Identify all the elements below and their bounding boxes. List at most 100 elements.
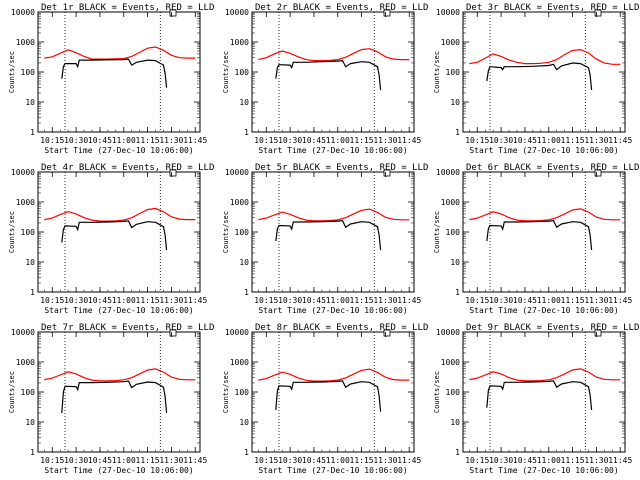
- x-tick-label: 11:00: [112, 456, 136, 465]
- y-axis-label: Counts/sec: [222, 51, 230, 93]
- y-tick-label: 1000: [441, 38, 460, 47]
- x-axis-label: Start Time (27-Dec-10 10:06:00): [469, 306, 618, 315]
- x-tick-label: 10:30: [489, 136, 513, 145]
- x-tick-label: 11:15: [561, 296, 585, 305]
- chart-panel: Det 1r BLACK = Events, RED = LLD 1 10 100 10…: [8, 3, 214, 155]
- y-tick-label: 10000: [11, 8, 35, 17]
- x-tick-label: 10:15: [40, 136, 64, 145]
- series-line-events: [486, 219, 593, 251]
- y-axis-label: Counts/sec: [222, 371, 230, 413]
- x-tick-label: 10:30: [278, 136, 302, 145]
- marker-box: [594, 329, 602, 337]
- y-tick-label: 100: [235, 228, 250, 237]
- y-tick-label: 100: [235, 388, 250, 397]
- x-tick-label: 10:15: [465, 136, 489, 145]
- marker-box: [383, 169, 391, 177]
- x-tick-label: 11:45: [183, 136, 207, 145]
- series-line-events: [275, 219, 382, 251]
- x-tick-label: 10:45: [88, 296, 112, 305]
- y-axis-label: Counts/sec: [8, 211, 16, 253]
- y-tick-label: 10000: [11, 328, 35, 337]
- x-tick-label: 11:00: [112, 296, 136, 305]
- marker-box: [169, 329, 177, 337]
- y-tick-label: 100: [235, 68, 250, 77]
- chart-panel: Det 7r BLACK = Events, RED = LLD 1 10 100 10…: [8, 323, 214, 475]
- series-line-lld: [469, 208, 621, 222]
- x-tick-label: 11:00: [326, 136, 350, 145]
- x-tick-label: 11:30: [373, 136, 397, 145]
- series-line-events: [486, 62, 593, 91]
- x-tick-label: 11:15: [561, 456, 585, 465]
- y-tick-label: 100: [21, 68, 36, 77]
- plot-frame: [37, 171, 201, 293]
- x-tick-label: 10:30: [278, 456, 302, 465]
- x-axis-label: Start Time (27-Dec-10 10:06:00): [469, 466, 618, 475]
- chart-panel: Det 8r BLACK = Events, RED = LLD 1 10 100 10…: [222, 323, 428, 475]
- chart-title: Det 7r BLACK = Events, RED = LLD: [41, 323, 214, 333]
- y-tick-label: 1: [244, 128, 249, 137]
- series-line-lld: [258, 48, 410, 62]
- x-tick-label: 10:45: [513, 296, 537, 305]
- y-axis-label: Counts/sec: [8, 371, 16, 413]
- y-tick-label: 10000: [11, 168, 35, 177]
- x-tick-label: 11:45: [608, 296, 632, 305]
- plot-frame: [462, 171, 626, 293]
- y-tick-label: 10: [25, 258, 35, 267]
- x-tick-label: 11:00: [326, 296, 350, 305]
- x-tick-label: 11:00: [537, 296, 561, 305]
- chart-title: Det 3r BLACK = Events, RED = LLD: [466, 3, 639, 13]
- x-tick-label: 10:15: [465, 296, 489, 305]
- chart-panel: Det 9r BLACK = Events, RED = LLD 1 10 100 10…: [433, 323, 639, 475]
- y-tick-label: 1: [455, 448, 460, 457]
- x-tick-label: 10:30: [278, 296, 302, 305]
- x-tick-label: 10:45: [513, 136, 537, 145]
- chart-panel: Det 2r BLACK = Events, RED = LLD 1 10 100 10…: [222, 3, 428, 155]
- x-tick-label: 10:45: [302, 456, 326, 465]
- series-line-events: [275, 59, 382, 91]
- chart-panel: Det 5r BLACK = Events, RED = LLD 1 10 100 10…: [222, 163, 428, 315]
- plot-frame: [251, 331, 415, 453]
- y-tick-label: 10000: [436, 168, 460, 177]
- plot-frame: [462, 11, 626, 133]
- series-line-events: [275, 380, 382, 412]
- x-tick-label: 10:30: [489, 296, 513, 305]
- x-tick-label: 11:00: [537, 136, 561, 145]
- x-tick-label: 10:30: [64, 456, 88, 465]
- y-tick-label: 1000: [230, 358, 249, 367]
- series-line-events: [61, 58, 168, 88]
- series-line-lld: [469, 48, 621, 65]
- marker-box: [594, 9, 602, 17]
- y-tick-label: 10: [239, 98, 249, 107]
- plot-frame: [251, 171, 415, 293]
- x-tick-label: 11:45: [183, 456, 207, 465]
- x-tick-label: 11:30: [584, 136, 608, 145]
- x-axis-label: Start Time (27-Dec-10 10:06:00): [258, 306, 407, 315]
- chart-panel: Det 6r BLACK = Events, RED = LLD 1 10 100 10…: [433, 163, 639, 315]
- x-tick-label: 11:30: [159, 296, 183, 305]
- series-line-events: [61, 380, 168, 414]
- y-axis-label: Counts/sec: [222, 211, 230, 253]
- y-tick-label: 1: [30, 128, 35, 137]
- x-tick-label: 11:45: [397, 456, 421, 465]
- plot-frame: [37, 331, 201, 453]
- series-line-lld: [258, 208, 410, 222]
- x-tick-label: 11:15: [561, 136, 585, 145]
- y-tick-label: 1000: [230, 198, 249, 207]
- series-line-lld: [258, 368, 410, 382]
- y-tick-label: 10000: [436, 328, 460, 337]
- y-tick-label: 10000: [225, 328, 249, 337]
- y-tick-label: 10: [450, 418, 460, 427]
- chart-title: Det 5r BLACK = Events, RED = LLD: [255, 163, 428, 173]
- x-tick-label: 10:45: [513, 456, 537, 465]
- x-tick-label: 11:30: [373, 296, 397, 305]
- y-tick-label: 1000: [16, 38, 35, 47]
- y-tick-label: 100: [446, 228, 461, 237]
- y-tick-label: 10: [450, 258, 460, 267]
- x-axis-label: Start Time (27-Dec-10 10:06:00): [258, 466, 407, 475]
- x-tick-label: 11:30: [584, 296, 608, 305]
- series-line-lld: [44, 368, 196, 382]
- x-axis-label: Start Time (27-Dec-10 10:06:00): [44, 306, 193, 315]
- y-tick-label: 10: [450, 98, 460, 107]
- y-axis-label: Counts/sec: [433, 371, 441, 413]
